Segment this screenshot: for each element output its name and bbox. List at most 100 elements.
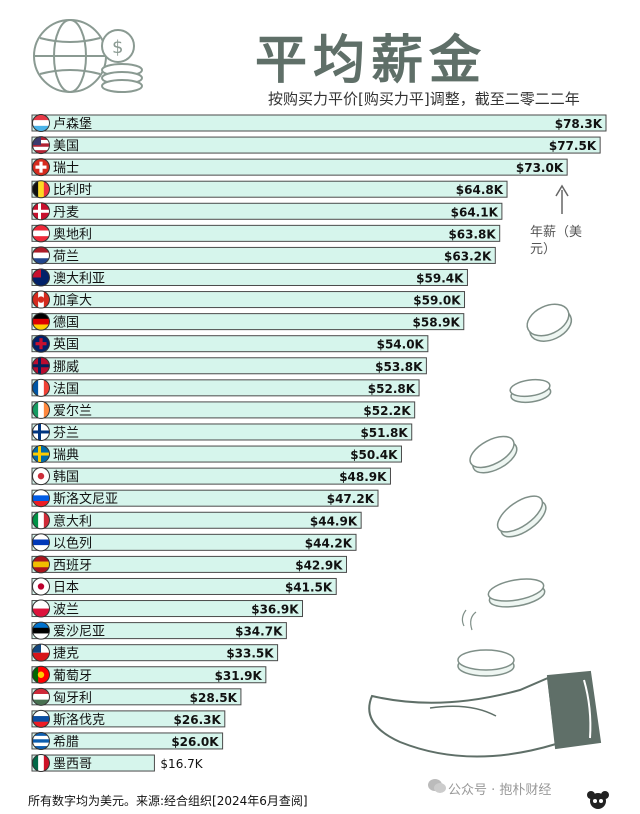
france-flag-icon xyxy=(32,379,50,397)
category-label: 丹麦 xyxy=(53,205,79,220)
coin-icon xyxy=(509,378,552,404)
value-label: $73.0K xyxy=(516,161,564,175)
flag-outline xyxy=(32,114,50,132)
bar xyxy=(31,754,155,772)
value-label: $59.4K xyxy=(416,271,464,285)
finland-flag-icon xyxy=(32,423,50,441)
flag-outline xyxy=(32,533,50,552)
flag-outline xyxy=(32,731,50,750)
value-label: $59.0K xyxy=(413,294,461,308)
switzerland-flag-icon xyxy=(32,158,50,176)
coin-icon xyxy=(469,435,518,474)
canada-flag-icon xyxy=(32,291,50,309)
flag-outline xyxy=(32,577,50,596)
greece-flag-icon xyxy=(32,732,50,750)
value-label: $78.3K xyxy=(555,117,603,131)
value-label: $34.7K xyxy=(235,625,283,639)
category-label: 澳大利亚 xyxy=(53,270,105,286)
flag-outline xyxy=(32,180,50,199)
flag-outline xyxy=(32,422,50,441)
slovakia-flag-icon xyxy=(32,710,50,728)
category-label: 葡萄牙 xyxy=(53,669,92,684)
bar xyxy=(31,246,496,264)
value-label: $42.9K xyxy=(295,558,343,572)
category-label: 匈牙利 xyxy=(53,691,92,706)
value-label: $26.0K xyxy=(171,735,219,749)
bar xyxy=(31,224,501,242)
category-label: 爱沙尼亚 xyxy=(53,625,105,640)
portugal-flag-icon xyxy=(32,666,50,684)
flag-outline xyxy=(32,158,50,177)
flag-outline xyxy=(32,709,50,728)
value-label: $63.8K xyxy=(448,227,496,241)
category-label: 美国 xyxy=(53,139,79,154)
category-label: 挪威 xyxy=(53,360,79,375)
value-label: $64.1K xyxy=(451,205,499,219)
value-label: $51.8K xyxy=(360,426,408,440)
category-label: 奥地利 xyxy=(53,227,92,242)
category-label: 捷克 xyxy=(53,647,79,662)
category-label: 希腊 xyxy=(53,735,79,750)
luxembourg-flag-icon xyxy=(32,114,50,132)
bar xyxy=(31,467,391,485)
value-label: $36.9K xyxy=(251,603,299,617)
netherlands-flag-icon xyxy=(32,246,50,264)
value-label: $26.3K xyxy=(174,713,222,727)
uk-flag-icon xyxy=(32,335,50,353)
spain-flag-icon xyxy=(32,555,50,573)
belgium-flag-icon xyxy=(32,180,50,198)
flag-outline xyxy=(32,268,50,287)
flag-outline xyxy=(32,290,50,309)
value-label: $31.9K xyxy=(215,669,263,683)
axis-unit-label: 年薪（美元） xyxy=(530,225,583,257)
value-label: $41.5K xyxy=(285,580,333,594)
germany-flag-icon xyxy=(32,313,50,331)
category-label: 加拿大 xyxy=(53,293,92,309)
israel-flag-icon xyxy=(32,533,50,551)
globe-coins-icon: $ xyxy=(33,19,143,93)
flag-outline xyxy=(32,378,50,397)
value-label: $77.5K xyxy=(549,139,597,153)
category-label: 瑞士 xyxy=(53,161,79,176)
flag-outline xyxy=(32,555,50,574)
slovenia-flag-icon xyxy=(32,489,50,507)
italy-flag-icon xyxy=(32,511,50,529)
bar xyxy=(31,202,503,220)
poland-flag-icon xyxy=(32,600,50,618)
usa-flag-icon xyxy=(32,136,50,154)
ireland-flag-icon xyxy=(32,401,50,419)
japan-flag-icon xyxy=(32,577,50,595)
value-label: $16.7K xyxy=(160,757,203,771)
sweden-flag-icon xyxy=(32,445,50,463)
open-hand-icon xyxy=(368,670,602,758)
bar xyxy=(31,423,413,441)
korea-flag-icon xyxy=(32,467,50,485)
wechat-icon xyxy=(428,779,446,793)
category-label: 荷兰 xyxy=(53,249,79,264)
svg-text:$: $ xyxy=(112,37,123,58)
coin-icon xyxy=(496,495,547,538)
flag-outline xyxy=(32,665,50,684)
norway-flag-icon xyxy=(32,357,50,375)
category-label: 爱尔兰 xyxy=(53,404,92,419)
flag-outline xyxy=(32,687,50,706)
category-label: 韩国 xyxy=(53,470,79,485)
flag-outline xyxy=(32,643,50,662)
category-label: 意大利 xyxy=(53,513,92,529)
bar xyxy=(31,180,508,198)
value-label: $33.5K xyxy=(226,647,274,661)
flag-outline xyxy=(32,489,50,508)
flag-outline xyxy=(32,621,50,640)
chart-title: 平均薪金 xyxy=(255,31,488,91)
category-label: 墨西哥 xyxy=(53,757,92,772)
flag-outline xyxy=(32,246,50,265)
category-label: 西班牙 xyxy=(53,558,92,573)
category-label: 芬兰 xyxy=(53,426,79,441)
flag-outline xyxy=(32,511,50,530)
value-label: $52.8K xyxy=(368,382,416,396)
category-label: 斯洛文尼亚 xyxy=(53,492,118,507)
category-label: 法国 xyxy=(53,382,79,397)
value-label: $58.9K xyxy=(413,316,461,330)
bar xyxy=(31,291,466,309)
